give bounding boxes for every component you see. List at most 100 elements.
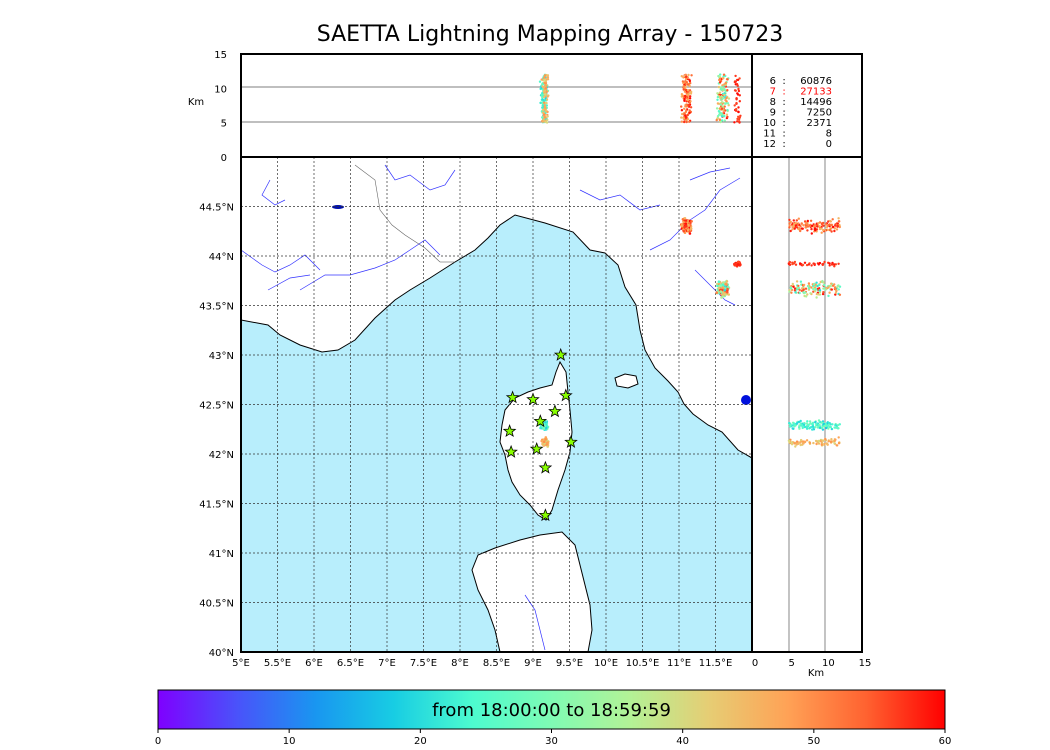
lightning-point	[725, 280, 729, 283]
lightning-side-point	[799, 419, 802, 423]
lightning-side-point	[803, 261, 807, 264]
altitude-separator: :	[782, 139, 785, 150]
lightning-height-point	[543, 108, 546, 111]
lightning-side-point	[800, 222, 803, 225]
lightning-height-point	[543, 104, 546, 107]
lightning-side-point	[835, 228, 839, 231]
station-star-icon	[538, 460, 553, 474]
lightning-side-point	[822, 262, 825, 266]
lightning-side-point	[816, 284, 819, 288]
lightning-height-point	[727, 104, 730, 107]
side-panel	[751, 156, 863, 653]
lightning-height-point	[721, 84, 724, 87]
lightning-side-point	[797, 284, 800, 288]
lightning-side-point	[834, 423, 837, 427]
lightning-height-point	[681, 80, 685, 83]
lightning-height-point	[715, 107, 719, 110]
lightning-height-point	[542, 90, 546, 93]
lightning-side-point	[819, 280, 822, 284]
lightning-side-point	[822, 281, 825, 284]
river-line	[241, 249, 321, 273]
lightning-side-point	[820, 443, 823, 446]
height-panel	[240, 53, 753, 158]
lightning-height-point	[727, 97, 731, 100]
lightning-height-point	[545, 84, 548, 87]
lightning-side-point	[792, 285, 795, 288]
lightning-height-point	[736, 93, 740, 96]
lightning-side-point	[825, 287, 828, 290]
station-star-icon	[505, 390, 520, 404]
lightning-side-point	[821, 439, 825, 442]
lightning-side-point	[799, 438, 803, 442]
lightning-side-point	[797, 224, 800, 227]
station-star-icon	[553, 347, 568, 361]
lightning-side-point	[801, 426, 804, 430]
lightning-point	[719, 284, 723, 288]
lightning-side-point	[828, 291, 831, 294]
mainland-land	[241, 157, 752, 459]
lightning-side-point	[798, 291, 801, 295]
lightning-side-point	[829, 425, 832, 429]
station-star-icon	[538, 508, 553, 522]
lightning-side-point	[802, 283, 806, 287]
altitude-count: 8	[826, 129, 832, 140]
lightning-point	[682, 229, 686, 233]
lightning-height-point	[541, 96, 544, 99]
lightning-height-point	[723, 83, 726, 86]
lightning-height-point	[543, 78, 547, 81]
lightning-side-point	[817, 222, 820, 225]
lightning-height-point	[739, 114, 742, 118]
latitude-ticks: 40°N 40.5°N 41°N 41.5°N 42°N 42.5°N 43°N 43.5°N…	[199, 203, 234, 660]
lightning-height-point	[725, 96, 728, 100]
lightning-side-point	[808, 262, 811, 265]
altitude-separator: :	[782, 118, 785, 129]
lightning-height-point	[686, 98, 689, 102]
station-star-icon	[558, 388, 573, 402]
lightning-side-point	[805, 295, 808, 298]
lightning-height-point	[719, 111, 722, 115]
lightning-side-point	[814, 426, 817, 429]
lightning-height-point	[715, 118, 718, 122]
lightning-height-point	[735, 101, 738, 105]
lightning-height-point	[716, 98, 719, 102]
longitude-tick-label: 5°E	[232, 658, 250, 669]
colorbar-tick-label: 20	[414, 736, 427, 747]
lightning-height-point	[686, 89, 690, 92]
lightning-height-point	[683, 94, 687, 98]
longitude-tick-label: 5.5°E	[264, 658, 291, 669]
lightning-height-point	[545, 121, 549, 124]
lightning-side-point	[817, 419, 821, 422]
lightning-height-point	[721, 105, 724, 108]
lightning-side-point	[800, 423, 803, 426]
longitude-tick-label: 7°E	[378, 658, 396, 669]
altitude-level: 7	[770, 87, 776, 98]
lightning-height-point	[680, 75, 683, 78]
altitude-count: 14496	[800, 97, 832, 108]
lightning-height-point	[736, 78, 740, 82]
lightning-side-point	[798, 441, 801, 444]
lightning-side-point	[793, 227, 796, 230]
longitude-tick-label: 8.5°E	[483, 658, 510, 669]
height-tick-label: 15	[214, 50, 227, 61]
lightning-height-point	[684, 116, 688, 120]
lightning-side-point	[810, 224, 814, 228]
lightning-side-point	[801, 287, 804, 290]
lightning-point	[690, 220, 693, 223]
lightning-side-point	[794, 263, 798, 266]
lightning-height-point	[545, 90, 548, 93]
map-panel	[240, 156, 753, 653]
lightning-height-point	[683, 99, 686, 103]
lightning-side-point	[815, 422, 818, 426]
height-axis-ticks: 0 5 10 15	[214, 50, 227, 164]
lightning-side-point	[815, 442, 818, 446]
lightning-side-point	[813, 282, 816, 286]
lightning-side-point	[817, 293, 820, 296]
lightning-side-point	[804, 291, 807, 294]
chart-title: SAETTA Lightning Mapping Array - 150723	[316, 22, 784, 47]
lightning-side-point	[818, 289, 822, 292]
lightning-side-point	[788, 421, 791, 425]
lightning-height-point	[687, 103, 690, 107]
lightning-side-point	[788, 290, 791, 293]
lightning-side-point	[819, 439, 822, 443]
lightning-height-point	[688, 92, 691, 95]
